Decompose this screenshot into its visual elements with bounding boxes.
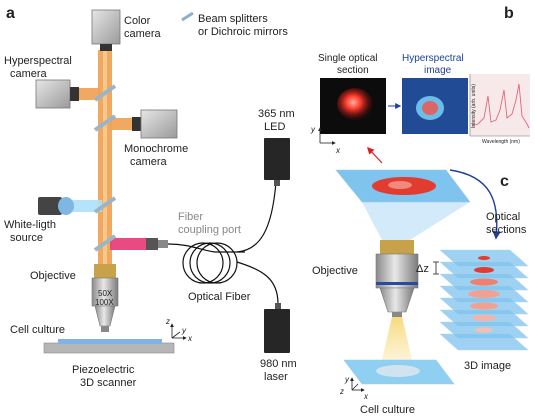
monochrome-camera xyxy=(132,109,178,139)
delta-z-label: Δz xyxy=(416,263,429,275)
single-optical-section-image xyxy=(320,78,386,134)
axis-c-z: z xyxy=(339,387,344,396)
image-3d-label: 3D image xyxy=(464,360,511,372)
beam-splitter-4 xyxy=(93,234,117,252)
single-section-label-1: Single optical xyxy=(318,53,377,64)
optical-fiber xyxy=(167,181,279,305)
beam-splitter-3 xyxy=(93,196,117,214)
optical-sections-label-2: sections xyxy=(486,224,527,236)
optical-sections-label-1: Optical xyxy=(486,211,520,223)
objective-c-label: Objective xyxy=(312,265,358,277)
hyperspectral-camera-label-1: Hyperspectral xyxy=(4,55,72,67)
axis-a-x: x xyxy=(187,334,193,343)
spectrum-plot xyxy=(469,74,530,137)
monochrome-camera-label-1: Monochrome xyxy=(124,143,188,155)
hyperspectral-camera-label-2: camera xyxy=(10,68,48,80)
optical-fiber-label: Optical Fiber xyxy=(188,291,251,303)
laser-device xyxy=(264,303,290,353)
beam-splitter-2 xyxy=(93,114,117,132)
objective-c xyxy=(375,240,419,317)
fiber-port-label-1: Fiber xyxy=(178,211,203,223)
panel-c-label: c xyxy=(500,173,509,190)
beam-splitter-1 xyxy=(93,84,117,102)
beam-to-hyperspectral xyxy=(78,88,100,100)
cell-culture-c-label: Cell culture xyxy=(360,404,415,416)
hyperspectral-image xyxy=(402,78,468,134)
beam-to-monochrome xyxy=(110,118,132,130)
beam-splitters-label-1: Beam splitters xyxy=(198,13,268,25)
scanner-label-2: 3D scanner xyxy=(80,377,137,389)
axes-c xyxy=(350,377,365,392)
axes-a xyxy=(170,323,187,340)
axis-b-x: x xyxy=(335,146,341,155)
axis-c-x: x xyxy=(363,392,369,401)
spectrum-x-label: Wavelength (nm) xyxy=(482,139,520,145)
fiber-coupling-port xyxy=(146,238,168,250)
delta-z-marker xyxy=(433,261,439,275)
white-light-beam xyxy=(72,200,102,212)
section-source-arrow xyxy=(367,146,383,164)
pink-beam xyxy=(110,238,146,250)
axis-a-z: z xyxy=(165,317,170,326)
laser-label-2: laser xyxy=(264,371,288,383)
main-beam-highlight xyxy=(103,50,107,305)
illumination-beam xyxy=(380,317,414,368)
magnification-50x: 50X xyxy=(98,289,113,298)
hyper-image-label-2: image xyxy=(424,65,452,76)
axis-b-y: y xyxy=(310,125,316,134)
led-label-2: LED xyxy=(264,121,285,133)
panel-a-label: a xyxy=(6,5,15,22)
color-camera-label-1: Color xyxy=(124,15,151,27)
laser-label-1: 980 nm xyxy=(260,358,297,370)
piezo-stage xyxy=(43,339,175,354)
objective-a-label: Objective xyxy=(30,270,76,282)
single-section-label-2: section xyxy=(337,65,369,76)
hyper-image-label-1: Hyperspectral xyxy=(402,53,464,64)
axis-c-y: y xyxy=(344,375,350,384)
fiber-port-label-2: coupling port xyxy=(178,224,241,236)
color-camera xyxy=(91,9,121,51)
focus-cone xyxy=(362,202,470,240)
monochrome-camera-label-2: camera xyxy=(130,156,168,168)
objective-a xyxy=(91,264,119,332)
magnification-100x: 100X xyxy=(95,298,114,307)
hyperspectral-camera xyxy=(35,79,79,109)
scanner-label-1: Piezoelectric xyxy=(72,364,135,376)
led-label-1: 365 nm xyxy=(258,108,295,120)
axis-a-y: y xyxy=(181,326,187,335)
led-device xyxy=(264,138,290,186)
top-optical-section xyxy=(335,169,471,203)
cell-culture-a-label: Cell culture xyxy=(10,324,65,336)
beam-splitter-legend-icon xyxy=(181,11,194,22)
sections-arrow xyxy=(449,169,501,240)
beam-splitters-label-2: or Dichroic mirrors xyxy=(198,26,288,38)
color-camera-label-2: camera xyxy=(124,28,162,40)
white-light-source xyxy=(38,197,74,215)
cell-culture-plane xyxy=(343,359,455,385)
white-light-label-2: source xyxy=(10,232,43,244)
axes-b xyxy=(318,127,336,145)
white-light-label-1: White-ligth xyxy=(4,219,56,231)
panel-b-label: b xyxy=(504,5,514,22)
spectrum-y-label: Intensity (arb. units) xyxy=(471,84,477,128)
optical-section-stack xyxy=(439,249,529,351)
